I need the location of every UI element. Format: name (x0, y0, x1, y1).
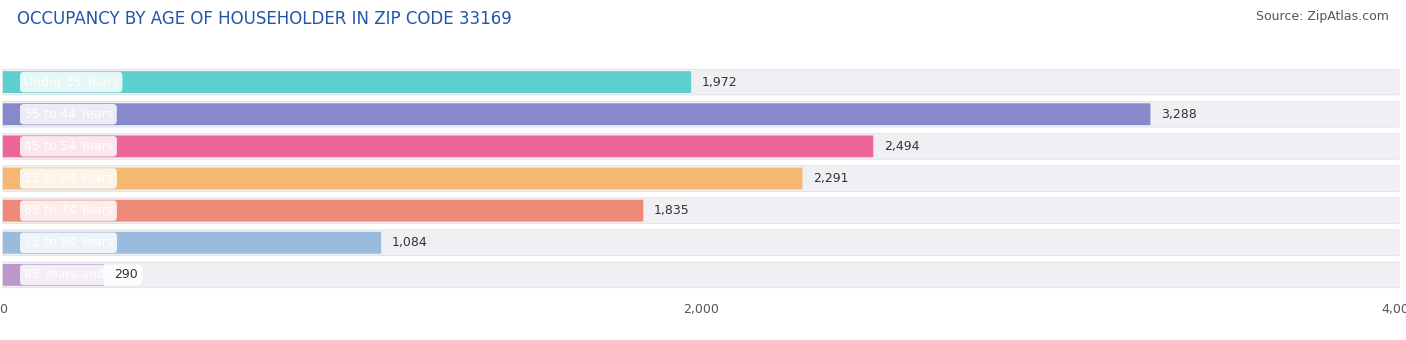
FancyBboxPatch shape (3, 69, 1399, 95)
Text: Source: ZipAtlas.com: Source: ZipAtlas.com (1256, 10, 1389, 23)
FancyBboxPatch shape (3, 168, 803, 189)
FancyBboxPatch shape (3, 134, 1399, 159)
FancyBboxPatch shape (3, 232, 381, 254)
FancyBboxPatch shape (3, 71, 692, 93)
Text: 45 to 54 Years: 45 to 54 Years (24, 140, 112, 153)
Text: 35 to 44 Years: 35 to 44 Years (24, 108, 112, 121)
FancyBboxPatch shape (3, 135, 873, 157)
Text: Under 35 Years: Under 35 Years (24, 75, 118, 89)
Text: 290: 290 (114, 268, 138, 282)
FancyBboxPatch shape (3, 264, 104, 286)
FancyBboxPatch shape (3, 230, 1399, 256)
Text: 1,835: 1,835 (654, 204, 689, 217)
Text: 2,291: 2,291 (813, 172, 848, 185)
Text: 55 to 64 Years: 55 to 64 Years (24, 172, 112, 185)
Text: 3,288: 3,288 (1161, 108, 1197, 121)
Text: 2,494: 2,494 (884, 140, 920, 153)
Text: 65 to 74 Years: 65 to 74 Years (24, 204, 112, 217)
FancyBboxPatch shape (3, 103, 1150, 125)
Text: 1,972: 1,972 (702, 75, 737, 89)
Text: 85 Years and Over: 85 Years and Over (24, 268, 139, 282)
FancyBboxPatch shape (3, 198, 1399, 223)
Text: 75 to 84 Years: 75 to 84 Years (24, 236, 114, 249)
Text: OCCUPANCY BY AGE OF HOUSEHOLDER IN ZIP CODE 33169: OCCUPANCY BY AGE OF HOUSEHOLDER IN ZIP C… (17, 10, 512, 28)
FancyBboxPatch shape (3, 101, 1399, 127)
Text: 1,084: 1,084 (392, 236, 427, 249)
FancyBboxPatch shape (3, 166, 1399, 191)
FancyBboxPatch shape (3, 262, 1399, 288)
FancyBboxPatch shape (3, 200, 644, 222)
